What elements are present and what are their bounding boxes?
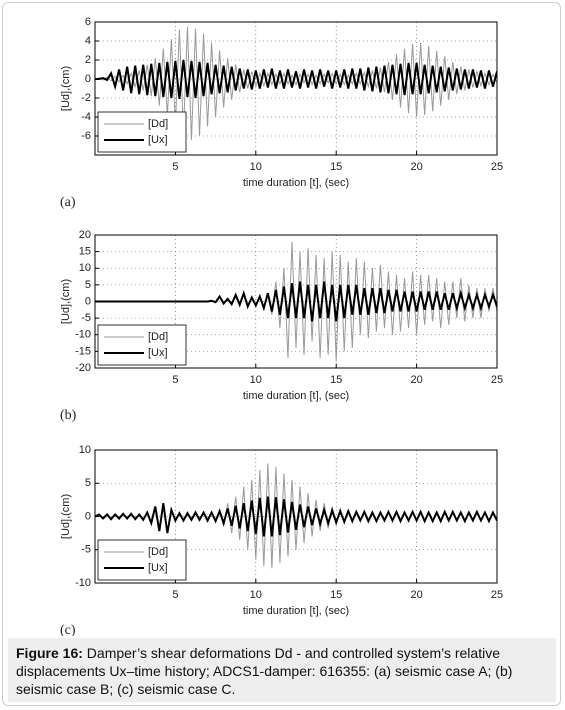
caption-label: Figure 16: <box>16 645 83 661</box>
plot-border <box>94 21 498 156</box>
y-tick-label: -10 <box>75 577 91 589</box>
series-line <box>95 59 497 100</box>
series-line <box>95 496 497 537</box>
series-line <box>95 281 497 322</box>
y-tick-label: 0 <box>85 295 91 307</box>
caption-text: Damper’s shear deformations Dd - and con… <box>16 645 513 697</box>
x-tick-label: 15 <box>330 589 342 601</box>
legend-label: [Ux] <box>148 347 168 359</box>
x-tick-label: 10 <box>250 589 262 601</box>
x-tick-label: 20 <box>410 161 422 173</box>
y-tick-label: -5 <box>81 312 91 324</box>
x-tick-label: 5 <box>172 374 178 386</box>
x-tick-label: 10 <box>250 374 262 386</box>
legend-box <box>97 111 187 153</box>
x-axis-title: time duration [t], (sec) <box>243 390 349 402</box>
x-tick-label: 5 <box>172 589 178 601</box>
x-tick-label: 5 <box>172 161 178 173</box>
series-line <box>95 26 497 140</box>
y-tick-label: 15 <box>79 246 91 258</box>
y-tick-label: 4 <box>85 35 91 47</box>
x-tick-label: 15 <box>330 374 342 386</box>
y-tick-label: 20 <box>79 229 91 241</box>
panel-label: (a) <box>60 195 76 210</box>
y-axis-title: [Ud],(cm) <box>60 279 72 324</box>
y-tick-label: -2 <box>81 92 91 104</box>
plot-border <box>94 234 498 369</box>
y-tick-label: 10 <box>79 262 91 274</box>
y-tick-label: -4 <box>81 111 91 123</box>
y-axis-title: [Ud],(cm) <box>60 494 72 539</box>
y-tick-label: -5 <box>81 544 91 556</box>
y-tick-label: 5 <box>85 477 91 489</box>
y-tick-label: 5 <box>85 279 91 291</box>
legend-box <box>97 324 187 366</box>
x-tick-label: 10 <box>250 161 262 173</box>
y-tick-label: 0 <box>85 73 91 85</box>
legend-label: [Dd] <box>148 118 168 130</box>
x-tick-label: 15 <box>330 161 342 173</box>
x-tick-label: 25 <box>491 161 503 173</box>
y-tick-label: 2 <box>85 54 91 66</box>
y-tick-label: 0 <box>85 510 91 522</box>
x-tick-label: 25 <box>491 589 503 601</box>
y-tick-label: 6 <box>85 16 91 28</box>
x-axis-title: time duration [t], (sec) <box>243 605 349 617</box>
x-tick-label: 20 <box>410 589 422 601</box>
y-tick-label: -10 <box>75 329 91 341</box>
legend-label: [Dd] <box>148 331 168 343</box>
caption: Figure 16: Damper’s shear deformations D… <box>8 638 556 702</box>
legend-label: [Ux] <box>148 134 168 146</box>
legend-box <box>97 539 187 581</box>
panel-label: (b) <box>60 408 77 423</box>
x-axis-title: time duration [t], (sec) <box>243 177 349 189</box>
y-tick-label: -20 <box>75 362 91 374</box>
y-tick-label: -6 <box>81 130 91 142</box>
legend-label: [Dd] <box>148 546 168 558</box>
y-tick-label: -15 <box>75 345 91 357</box>
plot-border <box>94 449 498 584</box>
x-tick-label: 25 <box>491 374 503 386</box>
x-tick-label: 20 <box>410 374 422 386</box>
legend-label: [Ux] <box>148 562 168 574</box>
y-axis-title: [Ud],(cm) <box>60 66 72 111</box>
y-tick-label: 10 <box>79 444 91 456</box>
panel-label: (c) <box>60 623 76 636</box>
